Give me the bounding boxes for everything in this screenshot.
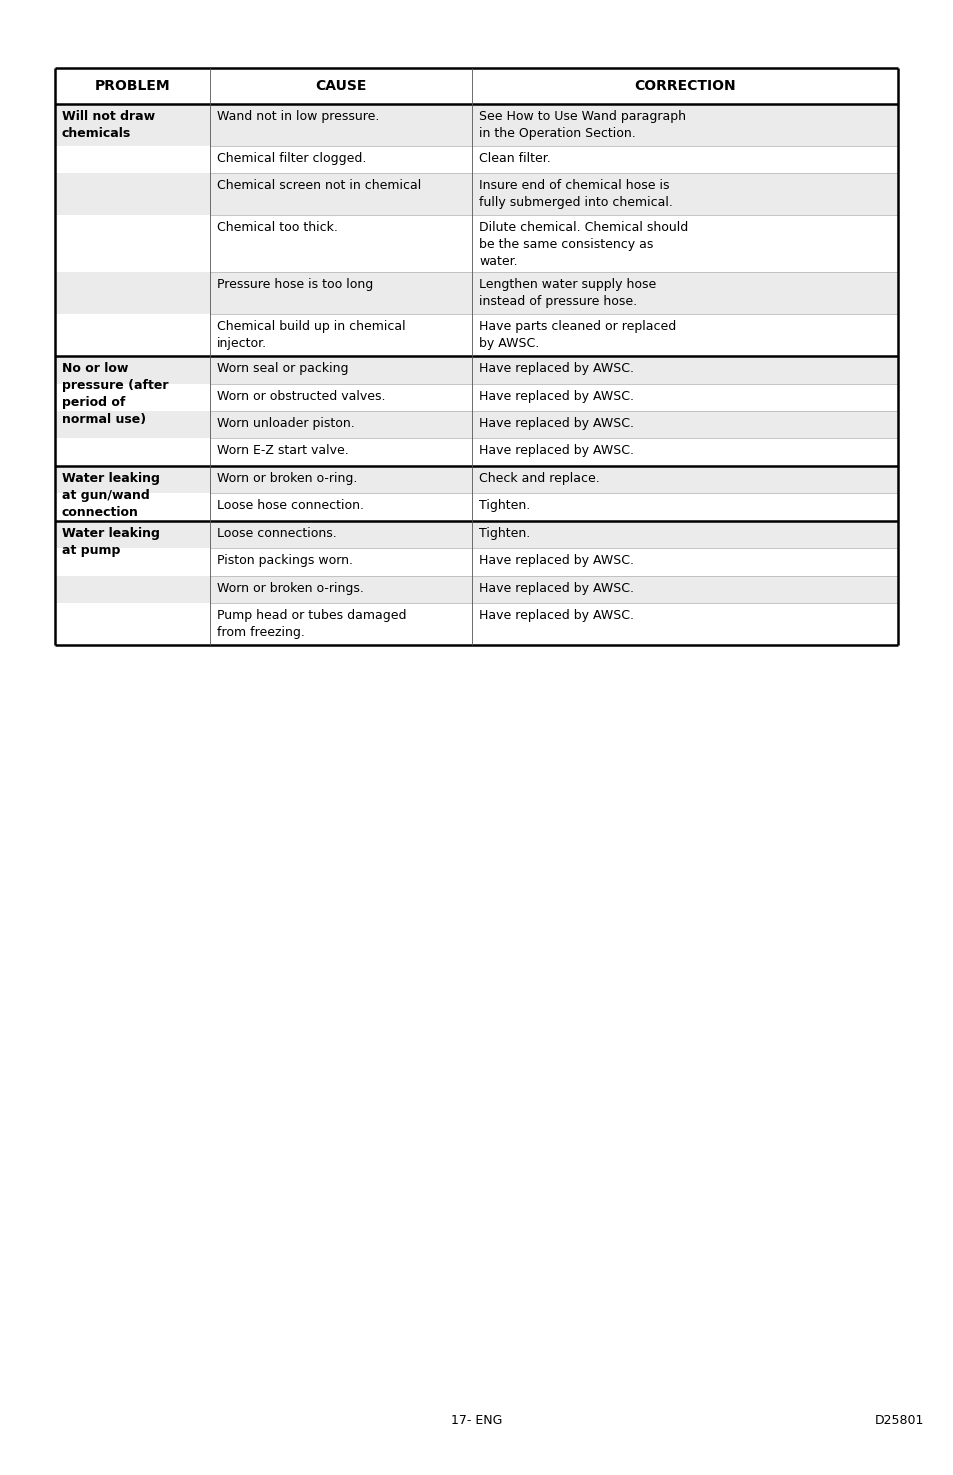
Text: See How to Use Wand paragraph
in the Operation Section.: See How to Use Wand paragraph in the Ope…	[478, 111, 685, 140]
Text: Clean filter.: Clean filter.	[478, 152, 550, 165]
Bar	[55, 146, 897, 174]
Text: Worn unloader piston.: Worn unloader piston.	[216, 417, 355, 431]
Text: Loose hose connection.: Loose hose connection.	[216, 500, 364, 512]
Bar	[55, 357, 897, 384]
Text: Water leaking
at gun/wand
connection: Water leaking at gun/wand connection	[62, 472, 160, 519]
Text: Worn seal or packing: Worn seal or packing	[216, 363, 348, 375]
Text: Have replaced by AWSC.: Have replaced by AWSC.	[478, 389, 634, 403]
Text: Piston packings worn.: Piston packings worn.	[216, 555, 353, 566]
Text: Have replaced by AWSC.: Have replaced by AWSC.	[478, 417, 634, 431]
Text: CAUSE: CAUSE	[315, 80, 366, 93]
Bar	[55, 174, 897, 215]
Text: Worn or broken o-ring.: Worn or broken o-ring.	[216, 472, 357, 485]
Text: Pressure hose is too long: Pressure hose is too long	[216, 279, 373, 291]
Bar	[55, 493, 897, 521]
Text: Chemical screen not in chemical: Chemical screen not in chemical	[216, 180, 421, 192]
Text: Tighten.: Tighten.	[478, 500, 530, 512]
Bar	[55, 438, 897, 466]
Text: D25801: D25801	[873, 1413, 923, 1426]
Text: Chemical filter clogged.: Chemical filter clogged.	[216, 152, 366, 165]
Text: Pump head or tubes damaged
from freezing.: Pump head or tubes damaged from freezing…	[216, 609, 406, 639]
Bar	[55, 575, 897, 603]
Bar	[55, 314, 897, 357]
Bar	[55, 521, 897, 549]
Text: Worn or broken o-rings.: Worn or broken o-rings.	[216, 581, 363, 594]
Bar	[55, 384, 897, 412]
Bar	[55, 466, 897, 493]
Text: Have replaced by AWSC.: Have replaced by AWSC.	[478, 555, 634, 566]
Text: PROBLEM: PROBLEM	[94, 80, 171, 93]
Text: Will not draw
chemicals: Will not draw chemicals	[62, 111, 155, 140]
Bar	[55, 105, 897, 146]
Text: Check and replace.: Check and replace.	[478, 472, 599, 485]
Text: Worn or obstructed valves.: Worn or obstructed valves.	[216, 389, 385, 403]
Text: Have replaced by AWSC.: Have replaced by AWSC.	[478, 363, 634, 375]
Bar	[55, 549, 897, 575]
Bar	[55, 273, 897, 314]
Text: Have replaced by AWSC.: Have replaced by AWSC.	[478, 609, 634, 622]
Text: Tighten.: Tighten.	[478, 527, 530, 540]
Text: Dilute chemical. Chemical should
be the same consistency as
water.: Dilute chemical. Chemical should be the …	[478, 221, 687, 268]
Bar	[55, 412, 897, 438]
Text: Wand not in low pressure.: Wand not in low pressure.	[216, 111, 379, 122]
Text: Have parts cleaned or replaced
by AWSC.: Have parts cleaned or replaced by AWSC.	[478, 320, 676, 350]
Text: Water leaking
at pump: Water leaking at pump	[62, 527, 160, 556]
Text: Chemical build up in chemical
injector.: Chemical build up in chemical injector.	[216, 320, 405, 350]
Bar	[55, 68, 897, 105]
Text: Chemical too thick.: Chemical too thick.	[216, 221, 337, 235]
Text: Have replaced by AWSC.: Have replaced by AWSC.	[478, 444, 634, 457]
Text: Lengthen water supply hose
instead of pressure hose.: Lengthen water supply hose instead of pr…	[478, 279, 656, 308]
Bar	[55, 603, 897, 645]
Text: 17- ENG: 17- ENG	[451, 1413, 502, 1426]
Text: No or low
pressure (after
period of
normal use): No or low pressure (after period of norm…	[62, 363, 169, 426]
Text: CORRECTION: CORRECTION	[634, 80, 735, 93]
Text: Insure end of chemical hose is
fully submerged into chemical.: Insure end of chemical hose is fully sub…	[478, 180, 672, 209]
Bar	[55, 215, 897, 273]
Text: Loose connections.: Loose connections.	[216, 527, 336, 540]
Text: Have replaced by AWSC.: Have replaced by AWSC.	[478, 581, 634, 594]
Text: Worn E-Z start valve.: Worn E-Z start valve.	[216, 444, 349, 457]
